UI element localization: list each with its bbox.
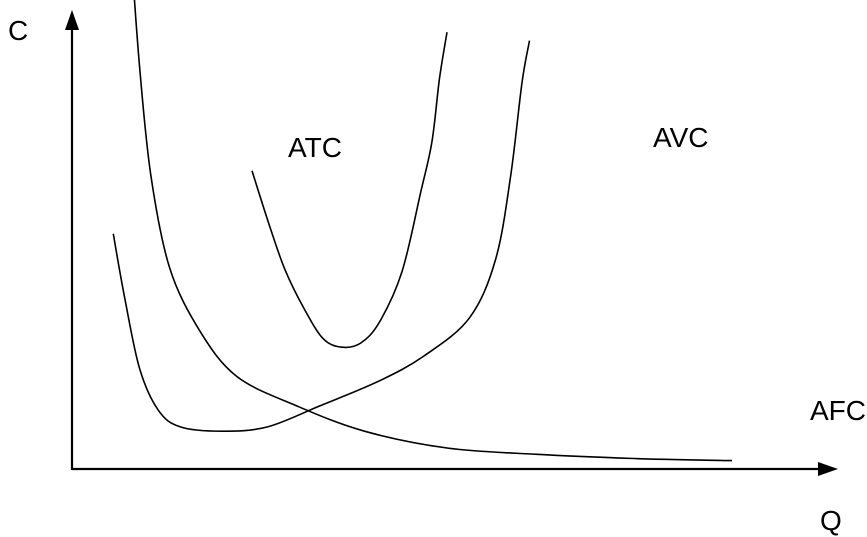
atc-curve [251,32,448,349]
x-axis-arrow-icon [818,462,838,476]
y-axis-arrow-icon [65,10,79,30]
x-axis-label: Q [820,505,842,536]
avc-curve [112,40,531,433]
avc-label: AVC [653,122,709,153]
curves-group [112,0,733,462]
atc-label: ATC [288,132,342,163]
afc-label: AFC [810,395,866,426]
afc-curve [133,0,733,462]
y-axis-label: C [8,15,28,46]
